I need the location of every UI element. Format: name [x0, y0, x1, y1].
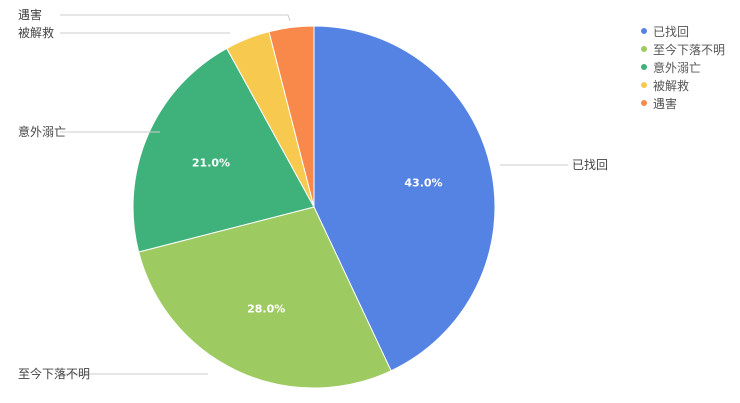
- legend-swatch-icon: [641, 100, 647, 106]
- pie-value-label-1: 43.0%: [404, 177, 442, 190]
- legend-item-5[interactable]: 遇害: [641, 94, 725, 112]
- pie-category-label-4: 被解救: [18, 25, 54, 40]
- chart-legend: 已找回至今下落不明 意外溺亡被解救遇害: [641, 22, 725, 112]
- legend-item-1[interactable]: 已找回: [641, 22, 725, 40]
- legend-item-4[interactable]: 被解救: [641, 76, 725, 94]
- legend-label: 至今下落不明: [653, 42, 726, 57]
- leader-line-5: [60, 14, 291, 22]
- legend-label: 被解救: [653, 78, 690, 93]
- legend-item-3[interactable]: 意外溺亡: [641, 58, 725, 76]
- legend-label: 意外溺亡: [653, 60, 702, 75]
- pie-category-label-3: 意外溺亡: [18, 124, 66, 139]
- legend-swatch-icon: [641, 28, 647, 34]
- pie-category-label-5: 遇害: [18, 7, 42, 22]
- pie-value-label-3: 21.0%: [192, 156, 230, 169]
- pie-slice-1: [313, 25, 496, 372]
- pie-slice-2: [138, 206, 392, 389]
- legend-label: 已找回: [653, 24, 690, 39]
- pie-slice-3: [132, 47, 315, 253]
- pie-category-label-2: 至今下落不明: [18, 366, 90, 381]
- legend-swatch-icon: [641, 46, 647, 52]
- legend-swatch-icon: [641, 82, 647, 88]
- pie-slice-5: [268, 25, 315, 208]
- legend-item-2[interactable]: 至今下落不明: [641, 40, 725, 58]
- legend-label: 遇害: [653, 96, 678, 111]
- pie-category-label-1: 已找回: [572, 158, 608, 172]
- legend-swatch-icon: [641, 64, 647, 70]
- pie-value-label-2: 28.0%: [247, 303, 285, 316]
